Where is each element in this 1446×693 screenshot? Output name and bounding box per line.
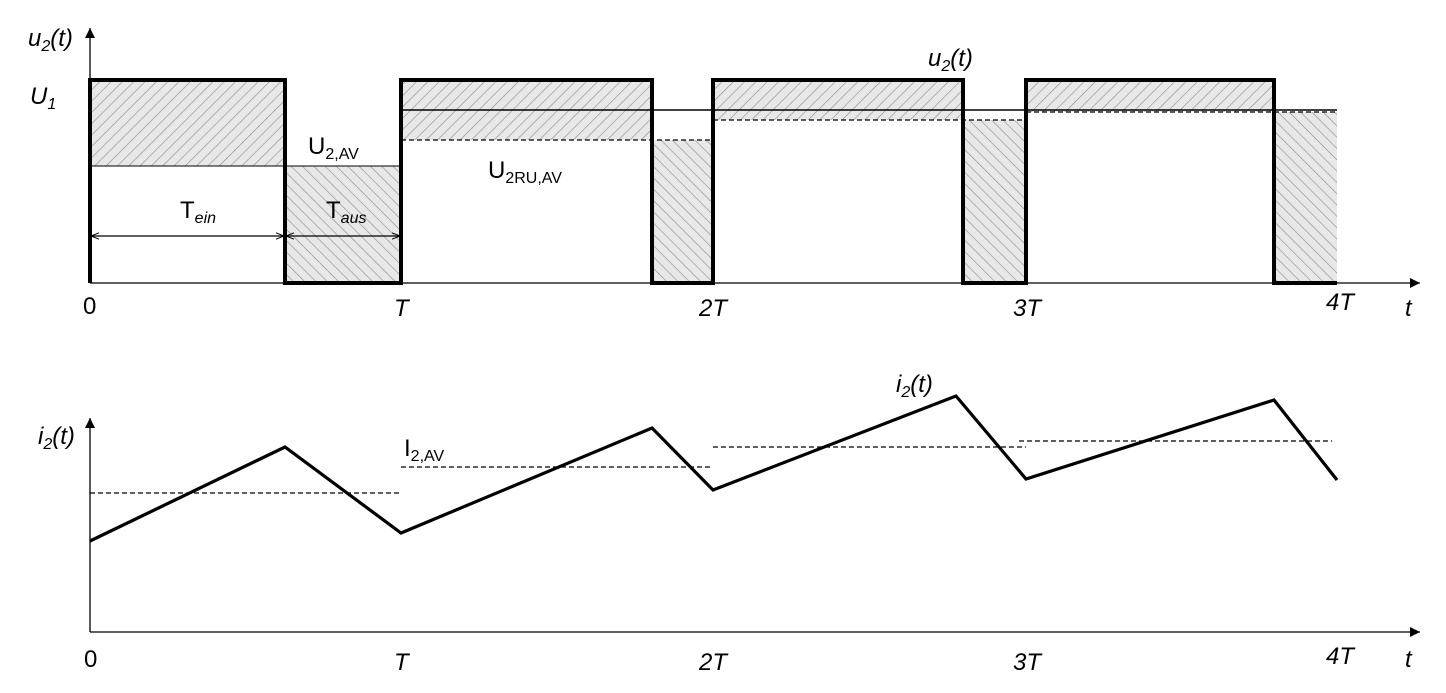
i2-waveform: [89, 394, 1339, 543]
upper-tick-4T: 4T: [1326, 289, 1356, 316]
t-ein-label: Tein: [180, 197, 216, 227]
deficit-area-4: [1274, 112, 1337, 283]
u2-curve-label: u2(t): [928, 45, 973, 75]
deficit-area-1: [285, 166, 401, 283]
lower-tick-2T: 2T: [698, 649, 729, 676]
deficit-area-3: [963, 120, 1026, 283]
excess-area-1: [90, 80, 285, 166]
upper-tick-T: T: [394, 295, 411, 322]
u1-level-label: U1: [30, 83, 56, 113]
lower-y-axis-label: i2(t): [38, 423, 75, 453]
i2-curve-label: i2(t): [896, 371, 933, 401]
deficit-area-2: [652, 140, 713, 283]
upper-y-axis-label: u2(t): [28, 25, 73, 55]
upper-x-axis-label: t: [1405, 295, 1413, 322]
t-aus-label: Taus: [326, 197, 366, 227]
excess-area-3: [713, 80, 963, 120]
upper-tick-2T: 2T: [698, 295, 729, 322]
upper-tick-3T: 3T: [1013, 295, 1043, 322]
lower-plot: i2(t) I2,AV i2(t) 0 T 2T 3T 4T t: [38, 371, 1420, 676]
upper-tick-0: 0: [83, 293, 96, 320]
upper-plot: u2(t) U1 U2,AV U2RU,AV Tein Taus u2(t) 0…: [28, 25, 1420, 322]
excess-area-4: [1026, 80, 1274, 112]
lower-tick-0: 0: [84, 646, 97, 673]
i2-avg-label: I2,AV: [404, 435, 445, 465]
u2ru-avg-label: U2RU,AV: [488, 157, 562, 187]
u2-avg-label: U2,AV: [308, 133, 359, 163]
lower-tick-T: T: [394, 649, 411, 676]
lower-x-axis-label: t: [1405, 646, 1413, 673]
lower-tick-4T: 4T: [1326, 643, 1356, 670]
lower-tick-3T: 3T: [1013, 649, 1043, 676]
